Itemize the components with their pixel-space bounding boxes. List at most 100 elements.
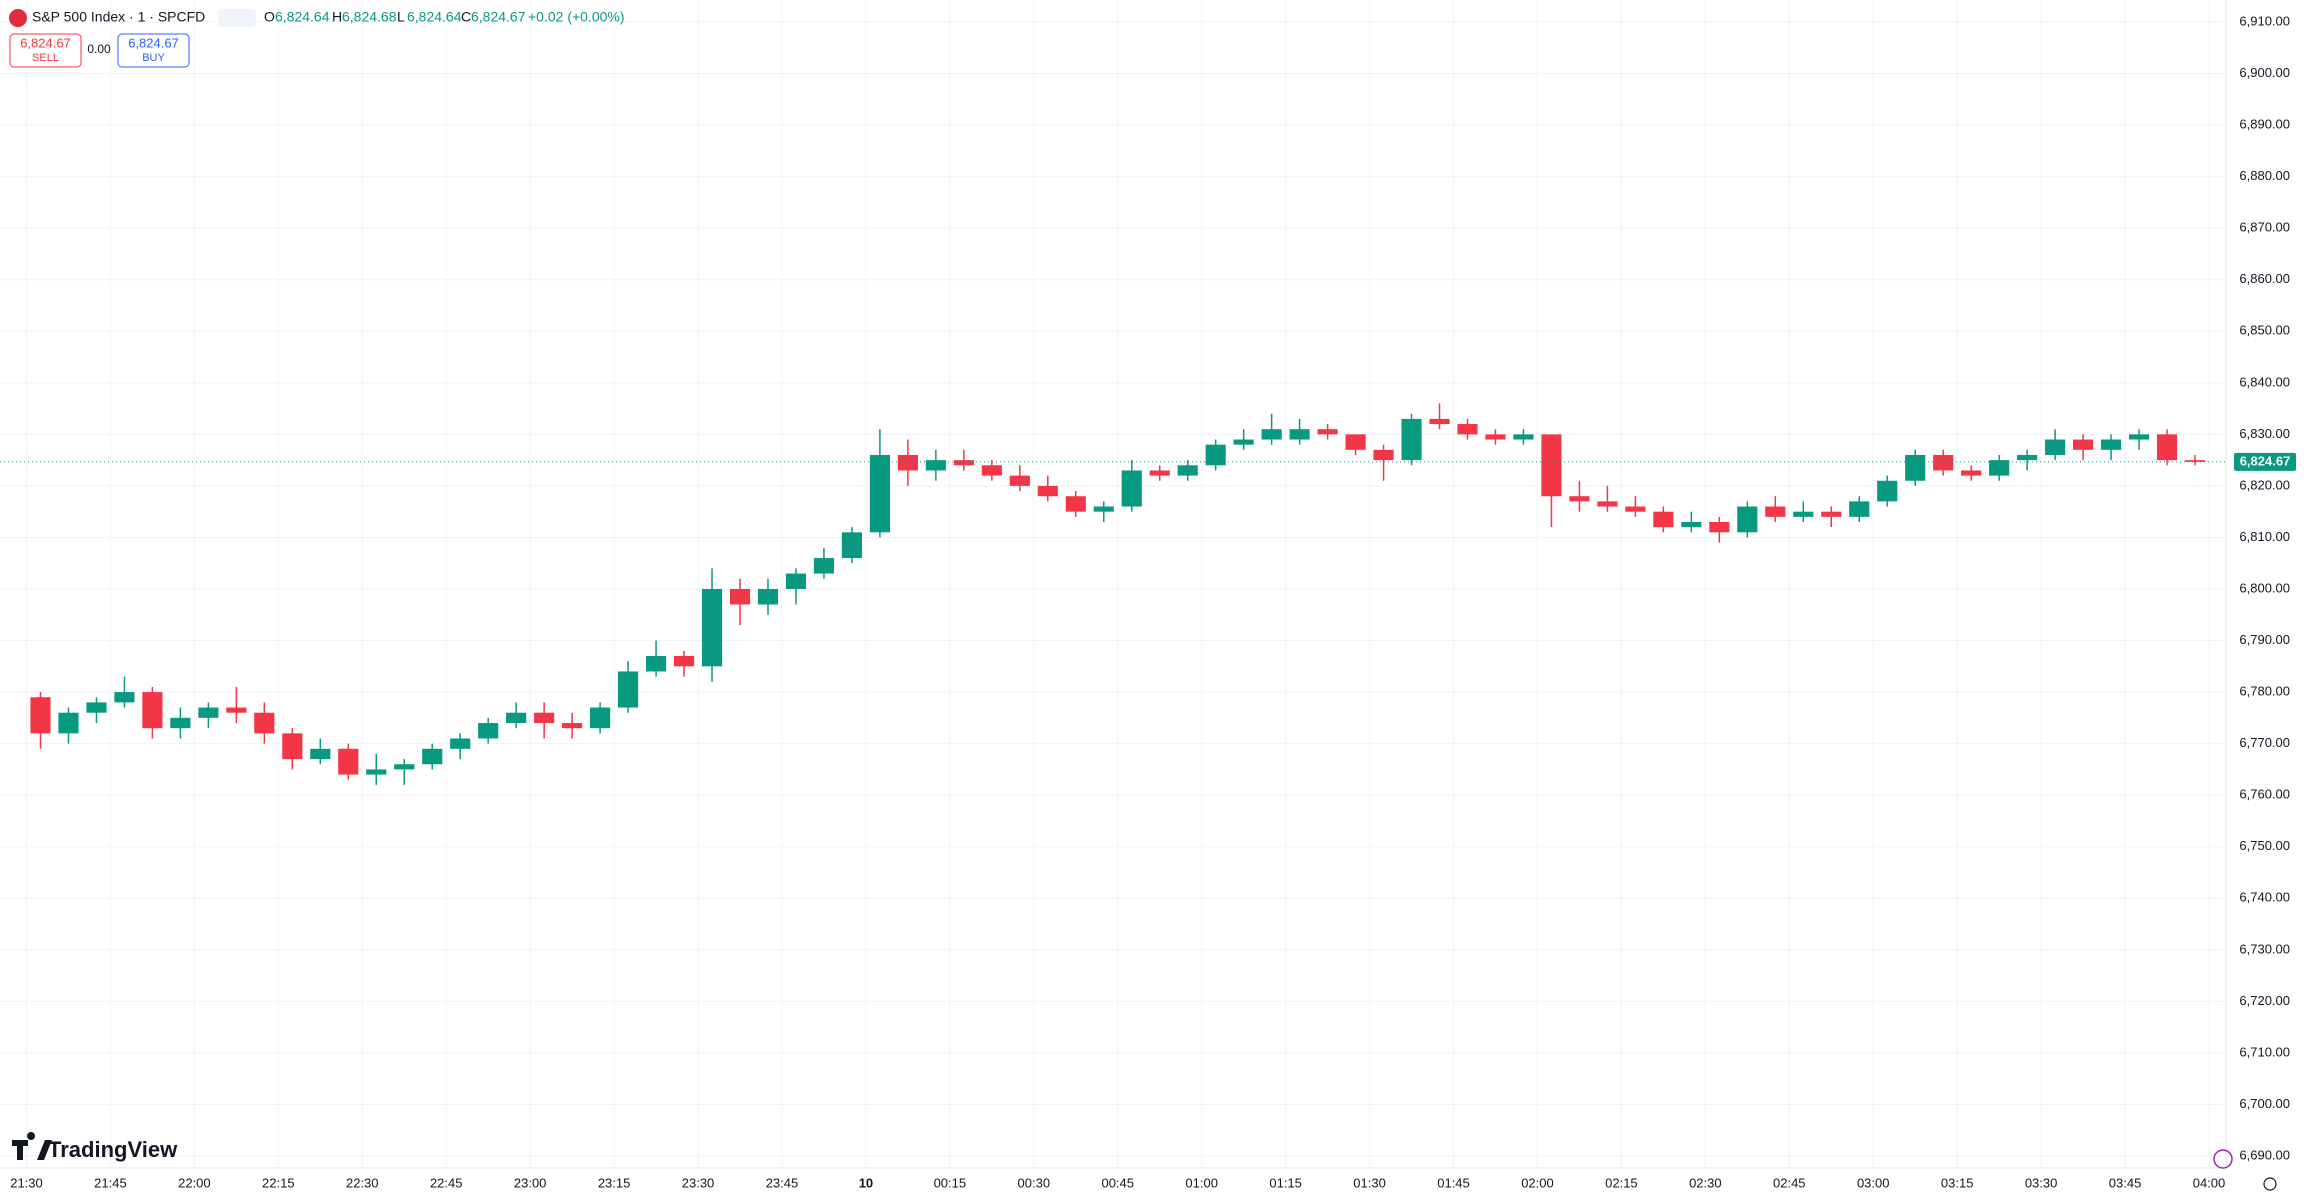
candle-body — [1877, 480, 1898, 502]
candle-body — [170, 717, 191, 729]
x-tick-label: 22:30 — [346, 1175, 379, 1190]
candle — [1905, 449, 1926, 486]
candle-body — [506, 712, 527, 724]
candle — [450, 733, 471, 760]
buy-label: BUY — [142, 52, 165, 64]
candle — [1513, 429, 1534, 445]
candle-body — [1345, 434, 1366, 450]
candle — [729, 578, 751, 626]
candle — [1121, 460, 1142, 512]
x-tick-label: 22:00 — [178, 1175, 211, 1190]
candle-body — [645, 656, 667, 672]
candle-body — [1793, 511, 1814, 517]
symbol-title[interactable]: S&P 500 Index · 1 · SPCFD — [32, 9, 205, 25]
candle-body — [618, 671, 639, 708]
candle — [1765, 496, 1786, 522]
candle — [1821, 506, 1842, 528]
x-tick-label: 02:30 — [1689, 1175, 1722, 1190]
candle-body — [478, 723, 499, 739]
candle-body — [366, 769, 387, 775]
candle — [1877, 475, 1898, 507]
candle-body — [1037, 485, 1058, 497]
candle-body — [869, 454, 890, 533]
candle-body — [394, 764, 415, 770]
candle — [366, 753, 387, 785]
candle-body — [590, 707, 611, 729]
y-tick-label: 6,880.00 — [2239, 168, 2290, 183]
candle — [1373, 444, 1394, 481]
candle-body — [226, 707, 247, 713]
sell-button[interactable] — [9, 33, 82, 68]
candle-body — [1261, 429, 1282, 440]
last-price-label: 6,824.67 — [2240, 453, 2291, 468]
y-tick-label: 6,840.00 — [2239, 374, 2290, 389]
candle-body — [1121, 470, 1142, 507]
candle-body — [2184, 460, 2206, 462]
candle — [1709, 516, 1730, 543]
candle-body — [729, 589, 751, 605]
candle-body — [673, 656, 695, 667]
candle — [1429, 403, 1450, 430]
x-tick-label: 03:45 — [2109, 1175, 2142, 1190]
candle — [282, 728, 303, 770]
candle — [310, 738, 331, 765]
candle-body — [422, 748, 443, 765]
x-tick-label: 10 — [859, 1175, 873, 1190]
x-tick-label: 03:00 — [1857, 1175, 1890, 1190]
x-tick-label: 03:30 — [2025, 1175, 2058, 1190]
settings-icon[interactable] — [2263, 1177, 2277, 1191]
candle — [1569, 480, 1590, 512]
candle-body — [1289, 429, 1310, 440]
spread: 0.00 — [87, 42, 111, 56]
candle — [1457, 418, 1478, 440]
candle — [58, 707, 79, 744]
candle-body — [1989, 460, 2010, 476]
y-tick-label: 6,900.00 — [2239, 65, 2290, 80]
x-tick-label: 21:45 — [94, 1175, 127, 1190]
alert-icon[interactable] — [2213, 1149, 2233, 1169]
candle-body — [1849, 501, 1870, 517]
candle-body — [1709, 521, 1730, 533]
candle-body — [1625, 506, 1646, 512]
y-tick-label: 6,750.00 — [2239, 838, 2290, 853]
candle — [785, 568, 807, 605]
candle-body — [1653, 511, 1674, 528]
x-tick-label: 03:15 — [1941, 1175, 1974, 1190]
y-tick-label: 6,760.00 — [2239, 787, 2290, 802]
x-tick-label: 02:45 — [1773, 1175, 1806, 1190]
symbol-logo — [9, 9, 27, 27]
sell-label: SELL — [32, 52, 59, 64]
x-tick-label: 21:30 — [10, 1175, 43, 1190]
candle — [841, 527, 863, 564]
candle-body — [562, 723, 583, 729]
y-tick-label: 6,850.00 — [2239, 323, 2290, 338]
candle-body — [2045, 439, 2066, 455]
candle — [422, 743, 443, 770]
candle-body — [2073, 439, 2094, 450]
candle — [1849, 496, 1870, 522]
candle — [142, 686, 163, 739]
candle-body — [1569, 496, 1590, 502]
candle — [478, 717, 499, 744]
candle — [1989, 454, 2010, 481]
low-value: 6,824.64 — [407, 9, 462, 25]
candle — [1597, 485, 1618, 512]
watermark-logo — [12, 1132, 52, 1160]
candle-body — [897, 454, 918, 471]
candle — [1625, 496, 1646, 517]
close-value: 6,824.67 — [471, 9, 526, 25]
close-label: C — [461, 9, 471, 25]
candle-body — [1009, 475, 1030, 486]
candle — [925, 449, 946, 481]
x-tick-label: 23:00 — [514, 1175, 547, 1190]
candle — [1037, 475, 1058, 502]
candle — [1233, 429, 1254, 450]
candle — [897, 439, 918, 486]
legend-toggle[interactable] — [218, 9, 256, 27]
candle — [673, 650, 695, 677]
y-tick-label: 6,720.00 — [2239, 993, 2290, 1008]
buy-button[interactable] — [117, 33, 190, 68]
